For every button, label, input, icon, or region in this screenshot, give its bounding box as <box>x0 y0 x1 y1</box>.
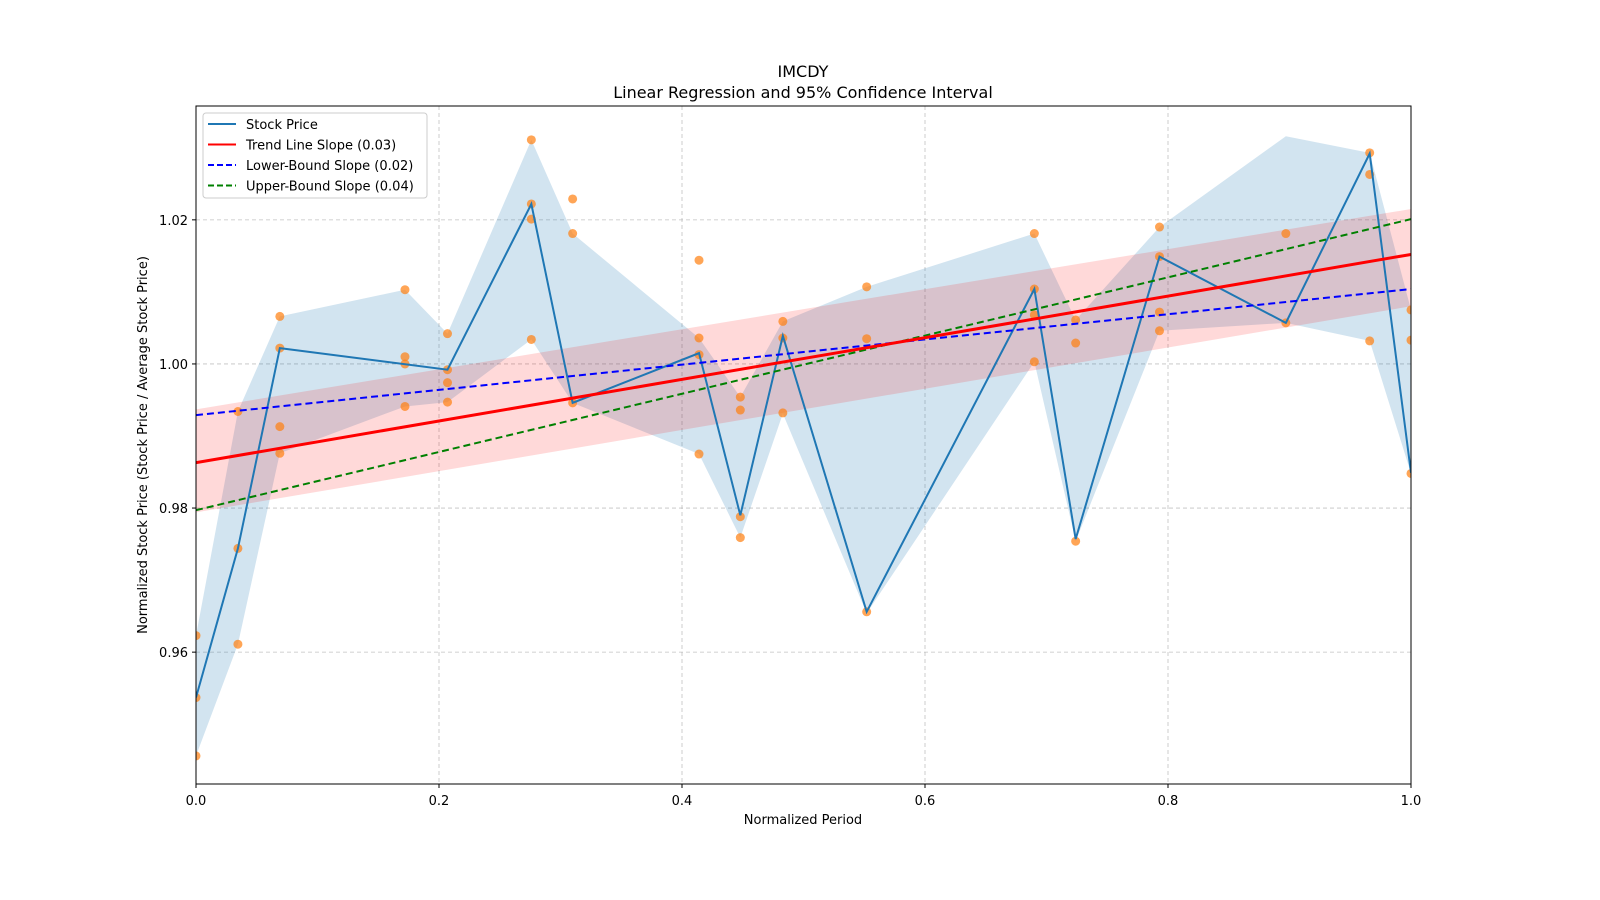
observation-point <box>1281 229 1291 239</box>
observation-point <box>694 449 704 459</box>
observation-point <box>1154 222 1164 232</box>
observation-point <box>862 334 872 344</box>
observation-point <box>568 229 578 239</box>
observation-point <box>400 285 410 295</box>
x-tick-label: 0.4 <box>672 794 693 809</box>
observation-point <box>400 352 410 362</box>
chart-subtitle: Linear Regression and 95% Confidence Int… <box>613 83 993 102</box>
trend-line <box>196 252 1411 465</box>
observation-point <box>694 255 704 265</box>
observation-point <box>778 316 788 326</box>
observation-point <box>1071 536 1081 546</box>
legend-label-4: Upper-Bound Slope (0.04) <box>246 180 414 195</box>
observation-point <box>443 378 453 388</box>
x-tick-label: 0.2 <box>429 794 450 809</box>
observation-point <box>196 631 201 641</box>
y-tick-label: 1.02 <box>159 214 188 229</box>
observation-point <box>1406 305 1411 315</box>
observation-point <box>1071 315 1081 325</box>
observation-point <box>735 392 745 402</box>
observation-point <box>400 401 410 411</box>
chart-title: IMCDY <box>778 62 829 81</box>
x-tick-label: 0.8 <box>1158 794 1179 809</box>
observation-point <box>526 334 536 344</box>
y-tick-label: 0.96 <box>159 646 188 661</box>
observation-point <box>526 135 536 145</box>
observation-point <box>1071 338 1081 348</box>
observation-point <box>694 333 704 343</box>
observation-point <box>735 533 745 543</box>
observation-point <box>778 408 788 418</box>
x-tick-label: 1.0 <box>1401 794 1422 809</box>
legend-box <box>202 112 428 199</box>
observation-point <box>275 448 285 458</box>
y-tick-label: 1.00 <box>159 358 188 373</box>
observation-point <box>735 512 745 522</box>
observation-point <box>275 422 285 432</box>
observation-point <box>1154 326 1164 336</box>
x-tick-label: 0.0 <box>186 794 207 809</box>
observation-point <box>275 311 285 321</box>
observation-point <box>1029 357 1039 367</box>
x-axis: 0.0 0.2 0.4 0.6 0.8 1.0 <box>186 784 1422 809</box>
observation-point <box>568 194 578 204</box>
observation-point <box>862 282 872 292</box>
legend-label-1: Stock Price <box>246 118 318 133</box>
y-tick-label: 0.98 <box>159 502 188 517</box>
observation-point <box>233 639 243 649</box>
stock-price-line <box>196 150 1411 698</box>
observation-point <box>735 405 745 415</box>
x-tick-label: 0.6 <box>915 794 936 809</box>
legend-label-3: Lower-Bound Slope (0.02) <box>246 159 413 174</box>
legend-label-2: Trend Line Slope (0.03) <box>245 139 396 154</box>
x-axis-label: Normalized Period <box>744 813 862 828</box>
y-axis-label: Normalized Stock Price (Stock Price / Av… <box>136 256 151 634</box>
y-axis: 0.96 0.98 1.00 1.02 <box>159 214 196 661</box>
observation-point <box>196 751 201 761</box>
observation-point <box>233 406 243 416</box>
observation-point <box>1406 335 1411 345</box>
observation-point <box>1365 336 1375 346</box>
plot-frame <box>195 105 1412 785</box>
plot-area <box>196 135 1411 761</box>
observation-point <box>1029 229 1039 239</box>
lower-bound-line <box>196 288 1411 417</box>
observation-point <box>443 397 453 407</box>
legend: Stock Price Trend Line Slope (0.03) Lower-… <box>202 112 428 199</box>
observation-point <box>443 329 453 339</box>
